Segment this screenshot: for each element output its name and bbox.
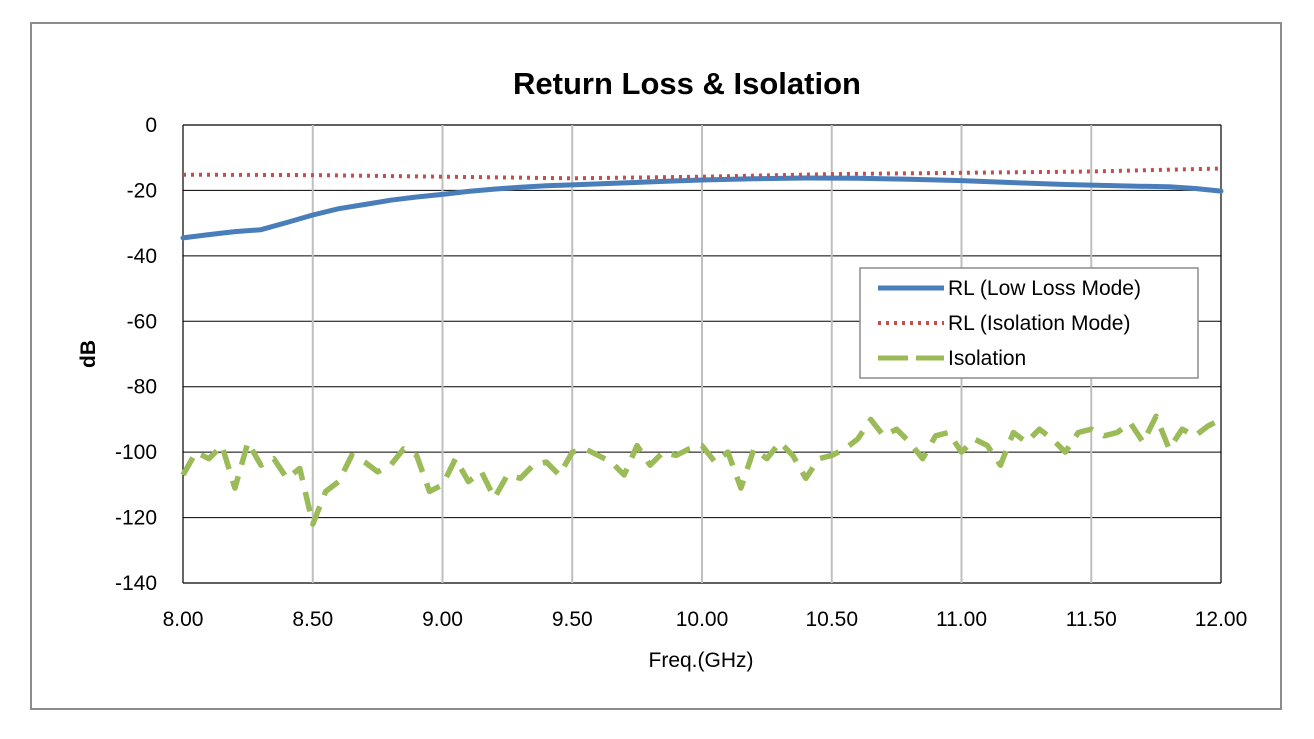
x-axis-label: Freq.(GHz) bbox=[649, 649, 754, 672]
grid-layer bbox=[182, 124, 1222, 584]
legend-label-rl-low-loss: RL (Low Loss Mode) bbox=[948, 277, 1141, 300]
series-rl-isolation-line bbox=[182, 166, 1222, 181]
y-tick-label: -40 bbox=[127, 245, 157, 268]
y-tick-label: -120 bbox=[115, 507, 157, 530]
y-tick-label: -140 bbox=[115, 572, 157, 595]
series-layer bbox=[180, 166, 1224, 527]
series-isolation-line bbox=[180, 413, 1223, 527]
x-tick-label: 11.50 bbox=[1066, 608, 1117, 631]
legend-label-rl-isolation: RL (Isolation Mode) bbox=[948, 312, 1130, 335]
y-tick-label: -20 bbox=[127, 179, 157, 202]
legend-label-isolation: Isolation bbox=[948, 347, 1026, 370]
legend: RL (Low Loss Mode) RL (Isolation Mode) I… bbox=[859, 267, 1199, 379]
y-tick-label: -80 bbox=[127, 376, 157, 399]
x-tick-label: 11.00 bbox=[936, 608, 987, 631]
tick-layer: 0 -20 -40 -60 -80 -100 -120 -140 8.00 8.50 9.00 9.5… bbox=[115, 114, 1247, 631]
y-tick-label: 0 bbox=[145, 114, 157, 137]
series-rl-low-loss-line bbox=[180, 175, 1224, 241]
x-tick-label: 9.00 bbox=[422, 608, 463, 631]
x-tick-label: 8.00 bbox=[163, 608, 204, 631]
x-tick-label: 9.50 bbox=[552, 608, 593, 631]
y-axis-label: dB bbox=[77, 340, 100, 368]
y-tick-label: -60 bbox=[127, 310, 157, 333]
chart-title: Return Loss & Isolation bbox=[513, 66, 861, 101]
x-tick-label: 8.50 bbox=[292, 608, 333, 631]
y-tick-label: -100 bbox=[115, 441, 157, 464]
x-tick-label: 10.50 bbox=[805, 608, 858, 631]
x-tick-label: 12.00 bbox=[1195, 608, 1248, 631]
x-tick-label: 10.00 bbox=[676, 608, 729, 631]
